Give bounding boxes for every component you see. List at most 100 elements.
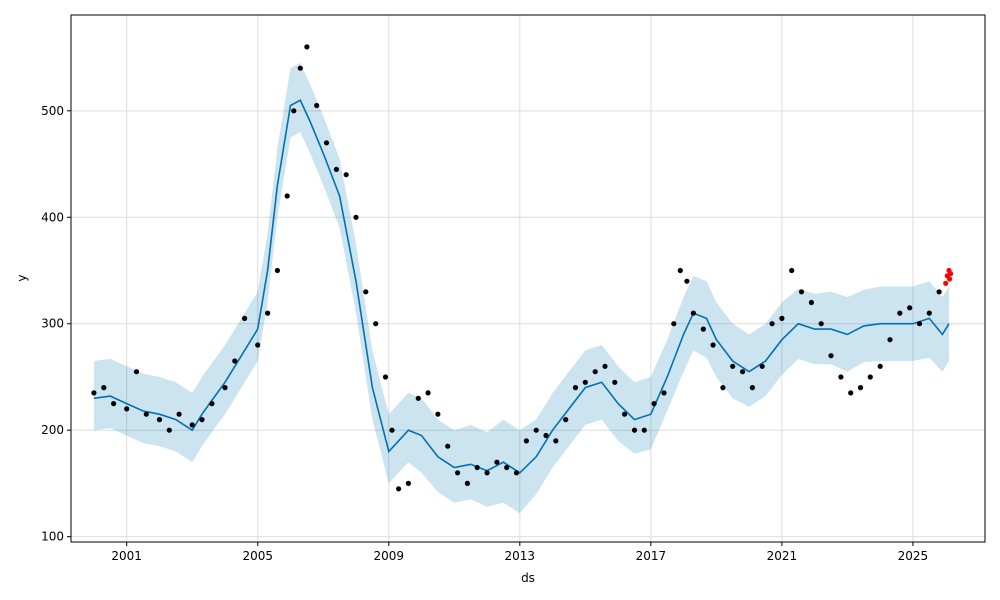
observed-point (749, 385, 756, 391)
observed-point (887, 337, 893, 343)
observed-point (474, 464, 480, 471)
observed-point (343, 172, 349, 178)
observed-point (828, 353, 834, 359)
observed-point (199, 417, 205, 423)
observed-point (333, 166, 339, 172)
observed-point (291, 108, 297, 114)
observed-point (661, 390, 667, 396)
observed-point (189, 422, 195, 428)
observed-point (176, 411, 182, 417)
observed-point (111, 401, 117, 407)
observed-point (255, 342, 261, 348)
observed-point (769, 321, 775, 327)
observed-point (314, 102, 320, 109)
plot-frame (70, 14, 986, 543)
observed-point (124, 406, 130, 412)
observed-point (297, 65, 303, 71)
observed-point (284, 193, 290, 199)
observed-point (710, 342, 716, 348)
observed-point (494, 459, 500, 465)
observed-point (877, 363, 883, 369)
observed-point (323, 140, 330, 146)
observed-point (232, 358, 238, 364)
y-axis-label: y (15, 274, 29, 281)
x-tick-label: 2009 (373, 549, 404, 563)
recent-observed-point (947, 276, 953, 282)
observed-point (133, 369, 140, 375)
observed-point (690, 310, 697, 316)
observed-point (622, 411, 628, 417)
x-tick-label: 2001 (111, 549, 142, 563)
observed-point (798, 289, 805, 295)
observed-point (857, 385, 864, 391)
observed-point (582, 379, 588, 385)
observed-point (523, 438, 530, 444)
observed-points-layer (91, 44, 954, 492)
observed-point (382, 374, 389, 380)
observed-point (209, 401, 215, 407)
observed-point (838, 374, 844, 380)
observed-point (242, 315, 248, 321)
observed-point (274, 267, 280, 274)
observed-point (818, 321, 824, 327)
forecast-line (93, 99, 950, 474)
observed-point (396, 486, 402, 492)
observed-point (631, 427, 638, 433)
observed-point (445, 443, 451, 449)
observed-point (572, 385, 579, 391)
observed-point (435, 411, 441, 417)
observed-point (222, 385, 228, 391)
x-tick-label: 2025 (898, 549, 929, 563)
observed-point (671, 321, 677, 327)
observed-point (563, 417, 569, 423)
y-tick-label: 200 (41, 423, 64, 437)
x-tick-label: 2021 (767, 549, 798, 563)
observed-point (405, 480, 411, 486)
observed-point (720, 385, 726, 391)
observed-point (304, 44, 310, 50)
observed-point (867, 374, 873, 380)
observed-point (602, 363, 608, 369)
observed-point (700, 326, 706, 332)
x-tick-label: 2013 (505, 549, 536, 563)
observed-point (156, 417, 163, 423)
observed-point (415, 395, 421, 401)
observed-point (848, 390, 854, 396)
x-axis-label: ds (521, 571, 535, 585)
observed-point (389, 427, 395, 433)
uncertainty-band-layer (93, 62, 949, 514)
observed-point (897, 310, 903, 316)
observed-point (363, 289, 369, 295)
observed-point (641, 427, 647, 433)
recent-observed-point (943, 280, 949, 286)
observed-point (166, 427, 172, 433)
y-axis-ticks: 100 200 300 400 500 (41, 104, 71, 544)
observed-point (612, 379, 618, 385)
observed-point (265, 310, 271, 316)
x-axis-ticks: 2001 2005 2009 2013 2017 2021 2025 (111, 542, 928, 563)
observed-point (789, 267, 795, 274)
observed-point (926, 310, 932, 316)
observed-point (543, 432, 549, 439)
observed-point (677, 267, 683, 274)
observed-point (143, 411, 149, 417)
observed-point (916, 321, 923, 327)
observed-point (684, 278, 690, 284)
y-tick-label: 100 (41, 530, 64, 544)
recent-observed-point (948, 271, 954, 277)
observed-point (740, 369, 746, 375)
observed-point (455, 470, 461, 476)
y-tick-label: 300 (41, 317, 64, 331)
observed-point (101, 385, 107, 391)
y-tick-label: 500 (41, 104, 64, 118)
observed-point (651, 401, 657, 407)
observed-point (730, 363, 736, 369)
observed-point (464, 480, 470, 486)
observed-point (513, 470, 520, 476)
forecast-line-layer (93, 99, 950, 474)
observed-point (779, 315, 785, 321)
observed-point (759, 363, 765, 369)
observed-point (808, 299, 815, 306)
observed-point (484, 470, 490, 476)
